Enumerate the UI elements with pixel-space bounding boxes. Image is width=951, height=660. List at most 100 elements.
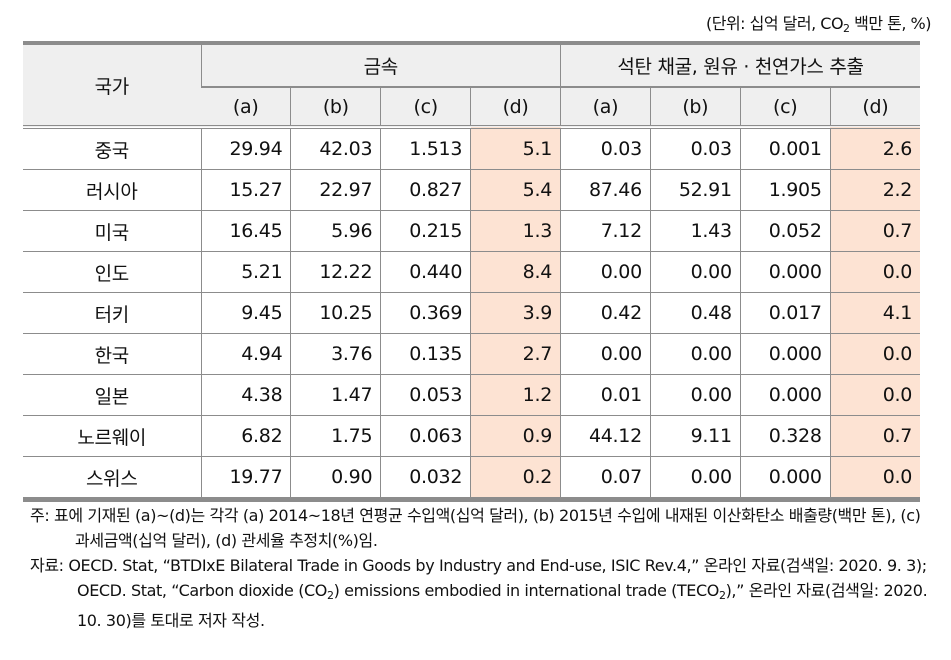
table-row: 인도 5.21 12.22 0.440 8.4 0.00 0.00 0.000 0.0 — [23, 251, 921, 293]
value-cell: 0.2 — [470, 456, 561, 502]
table-notes: 주: 표에 기재된 (a)~(d)는 각각 (a) 2014~18년 연평균 수… — [30, 503, 930, 633]
value-cell: 4.94 — [200, 333, 291, 375]
value-cell: 0.0 — [829, 374, 921, 416]
table-row: 스위스 19.77 0.90 0.032 0.2 0.07 0.00 0.000 0.0 — [23, 456, 921, 502]
subheader-d: (d) — [829, 86, 921, 127]
value-cell: 0.48 — [649, 292, 741, 334]
value-cell: 0.7 — [829, 210, 921, 252]
value-cell: 0.440 — [380, 251, 471, 293]
value-cell: 0.053 — [380, 374, 471, 416]
value-cell: 0.42 — [560, 292, 651, 334]
value-cell: 5.1 — [470, 127, 561, 170]
value-cell: 7.12 — [560, 210, 651, 252]
country-cell: 노르웨이 — [23, 415, 201, 457]
value-cell: 5.4 — [470, 169, 561, 211]
subheader-c: (c) — [739, 86, 831, 127]
country-cell: 일본 — [23, 374, 201, 416]
value-cell: 0.9 — [470, 415, 561, 457]
value-cell: 0.0 — [829, 456, 921, 502]
country-cell: 한국 — [23, 333, 201, 375]
value-cell: 8.4 — [470, 251, 561, 293]
value-cell: 5.96 — [290, 210, 381, 252]
value-cell: 3.9 — [470, 292, 561, 334]
subheader-b: (b) — [649, 86, 741, 127]
value-cell: 0.000 — [739, 333, 831, 375]
value-cell: 0.000 — [739, 251, 831, 293]
value-cell: 9.45 — [200, 292, 291, 334]
value-cell: 4.1 — [829, 292, 921, 334]
value-cell: 87.46 — [560, 169, 651, 211]
value-cell: 0.00 — [649, 374, 741, 416]
value-cell: 0.07 — [560, 456, 651, 502]
value-cell: 1.2 — [470, 374, 561, 416]
table-row: 일본 4.38 1.47 0.053 1.2 0.01 0.00 0.000 0.0 — [23, 374, 921, 416]
value-cell: 0.052 — [739, 210, 831, 252]
value-cell: 0.000 — [739, 374, 831, 416]
subheader-a: (a) — [560, 86, 651, 127]
value-cell: 0.03 — [560, 127, 651, 170]
data-table: 국가 금속 석탄 채굴, 원유 · 천연가스 추출 (a) (b) (c) (d… — [23, 41, 921, 502]
value-cell: 0.00 — [649, 333, 741, 375]
value-cell: 1.3 — [470, 210, 561, 252]
country-cell: 터키 — [23, 292, 201, 334]
value-cell: 0.90 — [290, 456, 381, 502]
footnote: 주: 표에 기재된 (a)~(d)는 각각 (a) 2014~18년 연평균 수… — [30, 506, 921, 550]
value-cell: 3.76 — [290, 333, 381, 375]
value-cell: 0.032 — [380, 456, 471, 502]
value-cell: 44.12 — [560, 415, 651, 457]
source-note: 자료: OECD. Stat, “BTDIxE Bilateral Trade … — [30, 556, 928, 630]
table-row: 터키 9.45 10.25 0.369 3.9 0.42 0.48 0.017 4.1 — [23, 292, 921, 334]
value-cell: 2.2 — [829, 169, 921, 211]
value-cell: 10.25 — [290, 292, 381, 334]
value-cell: 0.001 — [739, 127, 831, 170]
value-cell: 0.0 — [829, 251, 921, 293]
value-cell: 9.11 — [649, 415, 741, 457]
value-cell: 4.38 — [200, 374, 291, 416]
value-cell: 0.00 — [649, 456, 741, 502]
value-cell: 1.43 — [649, 210, 741, 252]
value-cell: 1.47 — [290, 374, 381, 416]
value-cell: 1.513 — [380, 127, 471, 170]
value-cell: 0.000 — [739, 456, 831, 502]
value-cell: 19.77 — [200, 456, 291, 502]
value-cell: 0.01 — [560, 374, 651, 416]
value-cell: 0.328 — [739, 415, 831, 457]
subheader-b: (b) — [290, 86, 381, 127]
table-row: 노르웨이 6.82 1.75 0.063 0.9 44.12 9.11 0.328 0.7 — [23, 415, 921, 457]
value-cell: 0.827 — [380, 169, 471, 211]
header-country: 국가 — [23, 41, 201, 127]
value-cell: 0.00 — [649, 251, 741, 293]
value-cell: 0.00 — [560, 251, 651, 293]
table-row: 한국 4.94 3.76 0.135 2.7 0.00 0.00 0.000 0.0 — [23, 333, 921, 375]
table-row: 중국 29.94 42.03 1.513 5.1 0.03 0.03 0.001 2.6 — [23, 127, 921, 170]
value-cell: 29.94 — [200, 127, 291, 170]
value-cell: 0.063 — [380, 415, 471, 457]
value-cell: 0.135 — [380, 333, 471, 375]
header-group-mining: 석탄 채굴, 원유 · 천연가스 추출 — [560, 41, 921, 87]
value-cell: 1.75 — [290, 415, 381, 457]
value-cell: 42.03 — [290, 127, 381, 170]
subheader-c: (c) — [380, 86, 471, 127]
country-cell: 중국 — [94, 139, 130, 162]
value-cell: 0.03 — [649, 127, 741, 170]
value-cell: 6.82 — [200, 415, 291, 457]
value-cell: 0.0 — [829, 333, 921, 375]
value-cell: 12.22 — [290, 251, 381, 293]
table-row: 미국 16.45 5.96 0.215 1.3 7.12 1.43 0.052 0.7 — [23, 210, 921, 252]
table-row: 러시아 15.27 22.97 0.827 5.4 87.46 52.91 1.905 2.2 — [23, 169, 921, 211]
value-cell: 0.017 — [739, 292, 831, 334]
header-group-metal: 금속 — [200, 41, 561, 87]
country-cell: 러시아 — [23, 169, 201, 211]
value-cell: 0.00 — [560, 333, 651, 375]
value-cell: 2.6 — [829, 127, 921, 170]
subheader-d: (d) — [470, 86, 561, 127]
value-cell: 2.7 — [470, 333, 561, 375]
country-cell: 미국 — [23, 210, 201, 252]
value-cell: 0.215 — [380, 210, 471, 252]
country-cell: 스위스 — [23, 456, 201, 502]
value-cell: 1.905 — [739, 169, 831, 211]
value-cell: 52.91 — [649, 169, 741, 211]
value-cell: 0.369 — [380, 292, 471, 334]
country-cell: 인도 — [23, 251, 201, 293]
subheader-a: (a) — [201, 86, 291, 127]
